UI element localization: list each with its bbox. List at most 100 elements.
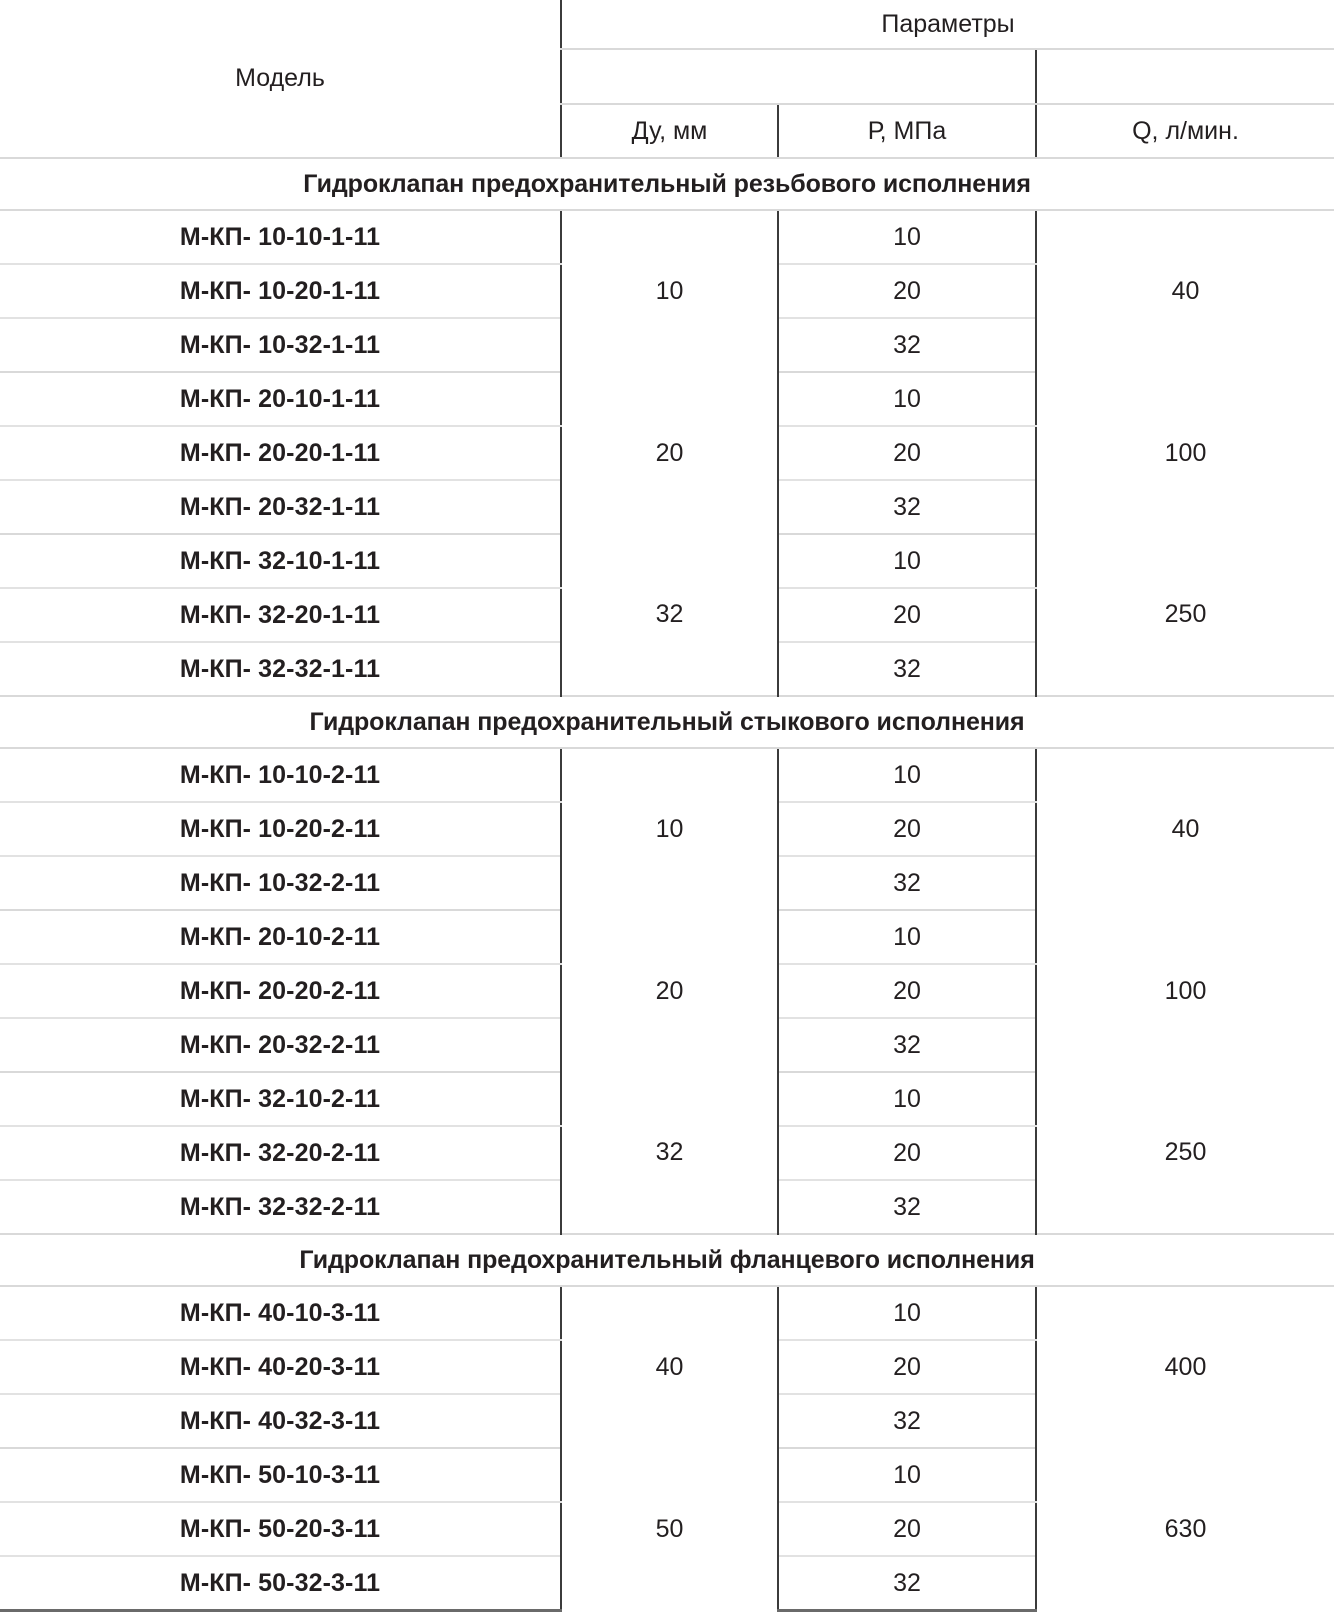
cell-model: М-КП- 40-10-3-11 xyxy=(0,1286,561,1341)
cell-model: М-КП- 10-32-1-11 xyxy=(0,318,561,373)
cell-model: М-КП- 32-20-2-11 xyxy=(0,1126,561,1181)
header-row-top: Модель Параметры xyxy=(0,0,1334,159)
cell-pressure: 32 xyxy=(778,1394,1036,1449)
cell-model: М-КП- 20-20-1-11 xyxy=(0,426,561,481)
cell-pressure: 32 xyxy=(778,856,1036,911)
table-header: Модель Параметры Ду, мм Р, МПа Q, л/мин. xyxy=(0,0,1334,159)
table-row: М-КП- 20-10-1-11 20 10 100 xyxy=(0,372,1334,534)
header-spacer-q xyxy=(1034,49,1334,105)
table-row: М-КП- 32-32-2-11 32 xyxy=(0,1180,1334,1235)
cell-model: М-КП- 32-10-1-11 xyxy=(0,534,561,589)
cell-flow: 40 xyxy=(1034,210,1334,372)
cell-flow: 100 xyxy=(1034,910,1334,1072)
cell-du: 10 xyxy=(560,210,779,372)
cell-pressure: 32 xyxy=(778,1556,1036,1612)
cell-model: М-КП- 10-10-2-11 xyxy=(0,748,561,803)
cell-du: 32 xyxy=(560,534,779,696)
table-row: М-КП- 10-10-2-11 10 10 40 xyxy=(0,748,1334,910)
cell-pressure: 20 xyxy=(778,1126,1036,1181)
table-row: М-КП- 10-32-2-11 32 xyxy=(0,856,1334,911)
cell-model: М-КП- 10-10-1-11 xyxy=(0,210,561,265)
table-row: М-КП- 50-20-3-11 20 xyxy=(0,1502,1334,1557)
cell-model: М-КП- 20-10-1-11 xyxy=(0,372,561,427)
header-spacer-du xyxy=(560,49,778,105)
cell-pressure: 20 xyxy=(778,426,1036,481)
section-title: Гидроклапан предохранительный стыкового … xyxy=(0,695,1334,749)
cell-pressure: 10 xyxy=(778,910,1036,965)
cell-du: 40 xyxy=(560,1286,779,1448)
cell-pressure: 20 xyxy=(778,264,1036,319)
table-row: М-КП- 10-10-1-11 10 10 40 xyxy=(0,210,1334,372)
table-row: М-КП- 20-32-1-11 32 xyxy=(0,480,1334,535)
table-row: М-КП- 40-20-3-11 20 xyxy=(0,1340,1334,1395)
cell-flow: 100 xyxy=(1034,372,1334,534)
cell-du: 10 xyxy=(560,748,779,910)
cell-model: М-КП- 32-32-1-11 xyxy=(0,642,561,697)
section-title: Гидроклапан предохранительный фланцевого… xyxy=(0,1233,1334,1287)
cell-flow: 400 xyxy=(1034,1286,1334,1448)
cell-du: 50 xyxy=(560,1448,779,1611)
table-row: М-КП- 10-20-2-11 20 xyxy=(0,802,1334,857)
cell-model: М-КП- 20-32-1-11 xyxy=(0,480,561,535)
cell-du: 20 xyxy=(560,372,779,534)
cell-pressure: 32 xyxy=(778,318,1036,373)
cell-model: М-КП- 10-20-2-11 xyxy=(0,802,561,857)
cell-model: М-КП- 40-20-3-11 xyxy=(0,1340,561,1395)
cell-pressure: 32 xyxy=(778,480,1036,535)
cell-flow: 630 xyxy=(1034,1448,1334,1611)
cell-pressure: 20 xyxy=(778,964,1036,1019)
cell-pressure: 32 xyxy=(778,1018,1036,1073)
section-title: Гидроклапан предохранительный резьбового… xyxy=(0,157,1334,211)
cell-model: М-КП- 32-20-1-11 xyxy=(0,588,561,643)
column-header-du: Ду, мм xyxy=(560,104,778,159)
table-row: М-КП- 20-20-1-11 20 xyxy=(0,426,1334,481)
column-header-model: Модель xyxy=(0,0,561,159)
cell-pressure: 32 xyxy=(778,1180,1036,1235)
table-row: М-КП- 40-10-3-11 40 10 400 xyxy=(0,1286,1334,1448)
cell-pressure: 10 xyxy=(778,210,1036,265)
cell-flow: 250 xyxy=(1034,534,1334,696)
cell-pressure: 20 xyxy=(778,1340,1036,1395)
cell-model: М-КП- 32-32-2-11 xyxy=(0,1180,561,1235)
cell-pressure: 10 xyxy=(778,534,1036,589)
table-row: М-КП- 50-10-3-11 50 10 630 xyxy=(0,1448,1334,1611)
table-row: М-КП- 32-10-1-11 32 10 250 xyxy=(0,534,1334,696)
column-header-parameters: Параметры xyxy=(559,0,1334,50)
table-row: М-КП- 20-20-2-11 20 xyxy=(0,964,1334,1019)
column-header-pressure: Р, МПа xyxy=(777,104,1036,159)
header-spacer-p xyxy=(778,49,1036,105)
cell-model: М-КП- 20-20-2-11 xyxy=(0,964,561,1019)
cell-pressure: 32 xyxy=(778,642,1036,697)
cell-flow: 250 xyxy=(1034,1072,1334,1234)
cell-pressure: 10 xyxy=(778,372,1036,427)
table-row: М-КП- 20-10-2-11 20 10 100 xyxy=(0,910,1334,1072)
table-row: М-КП- 40-32-3-11 32 xyxy=(0,1394,1334,1449)
column-header-flow: Q, л/мин. xyxy=(1034,104,1334,159)
cell-model: М-КП- 10-32-2-11 xyxy=(0,856,561,911)
header-row-middle xyxy=(0,49,1334,105)
cell-model: М-КП- 50-32-3-11 xyxy=(0,1556,561,1612)
cell-pressure: 20 xyxy=(778,802,1036,857)
cell-model: М-КП- 50-20-3-11 xyxy=(0,1502,561,1557)
cell-model: М-КП- 20-10-2-11 xyxy=(0,910,561,965)
cell-du: 32 xyxy=(560,1072,779,1234)
table-row: М-КП- 10-32-1-11 32 xyxy=(0,318,1334,373)
section-header-row: Гидроклапан предохранительный резьбового… xyxy=(0,157,1334,211)
cell-pressure: 10 xyxy=(778,1072,1036,1127)
cell-pressure: 20 xyxy=(778,588,1036,643)
cell-model: М-КП- 10-20-1-11 xyxy=(0,264,561,319)
table-row: М-КП- 32-20-2-11 20 xyxy=(0,1126,1334,1181)
cell-du: 20 xyxy=(560,910,779,1072)
table-row: М-КП- 32-20-1-11 20 xyxy=(0,588,1334,643)
table-row: М-КП- 50-32-3-11 32 xyxy=(0,1556,1334,1612)
table-row: М-КП- 10-20-1-11 20 xyxy=(0,264,1334,319)
section-header-row: Гидроклапан предохранительный фланцевого… xyxy=(0,1233,1334,1287)
section-header-row: Гидроклапан предохранительный стыкового … xyxy=(0,695,1334,749)
cell-pressure: 10 xyxy=(778,1448,1036,1503)
cell-pressure: 10 xyxy=(778,1286,1036,1341)
cell-model: М-КП- 32-10-2-11 xyxy=(0,1072,561,1127)
table-body: Гидроклапан предохранительный резьбового… xyxy=(0,157,1334,1612)
cell-pressure: 20 xyxy=(778,1502,1036,1557)
table-row: М-КП- 32-10-2-11 32 10 250 xyxy=(0,1072,1334,1234)
